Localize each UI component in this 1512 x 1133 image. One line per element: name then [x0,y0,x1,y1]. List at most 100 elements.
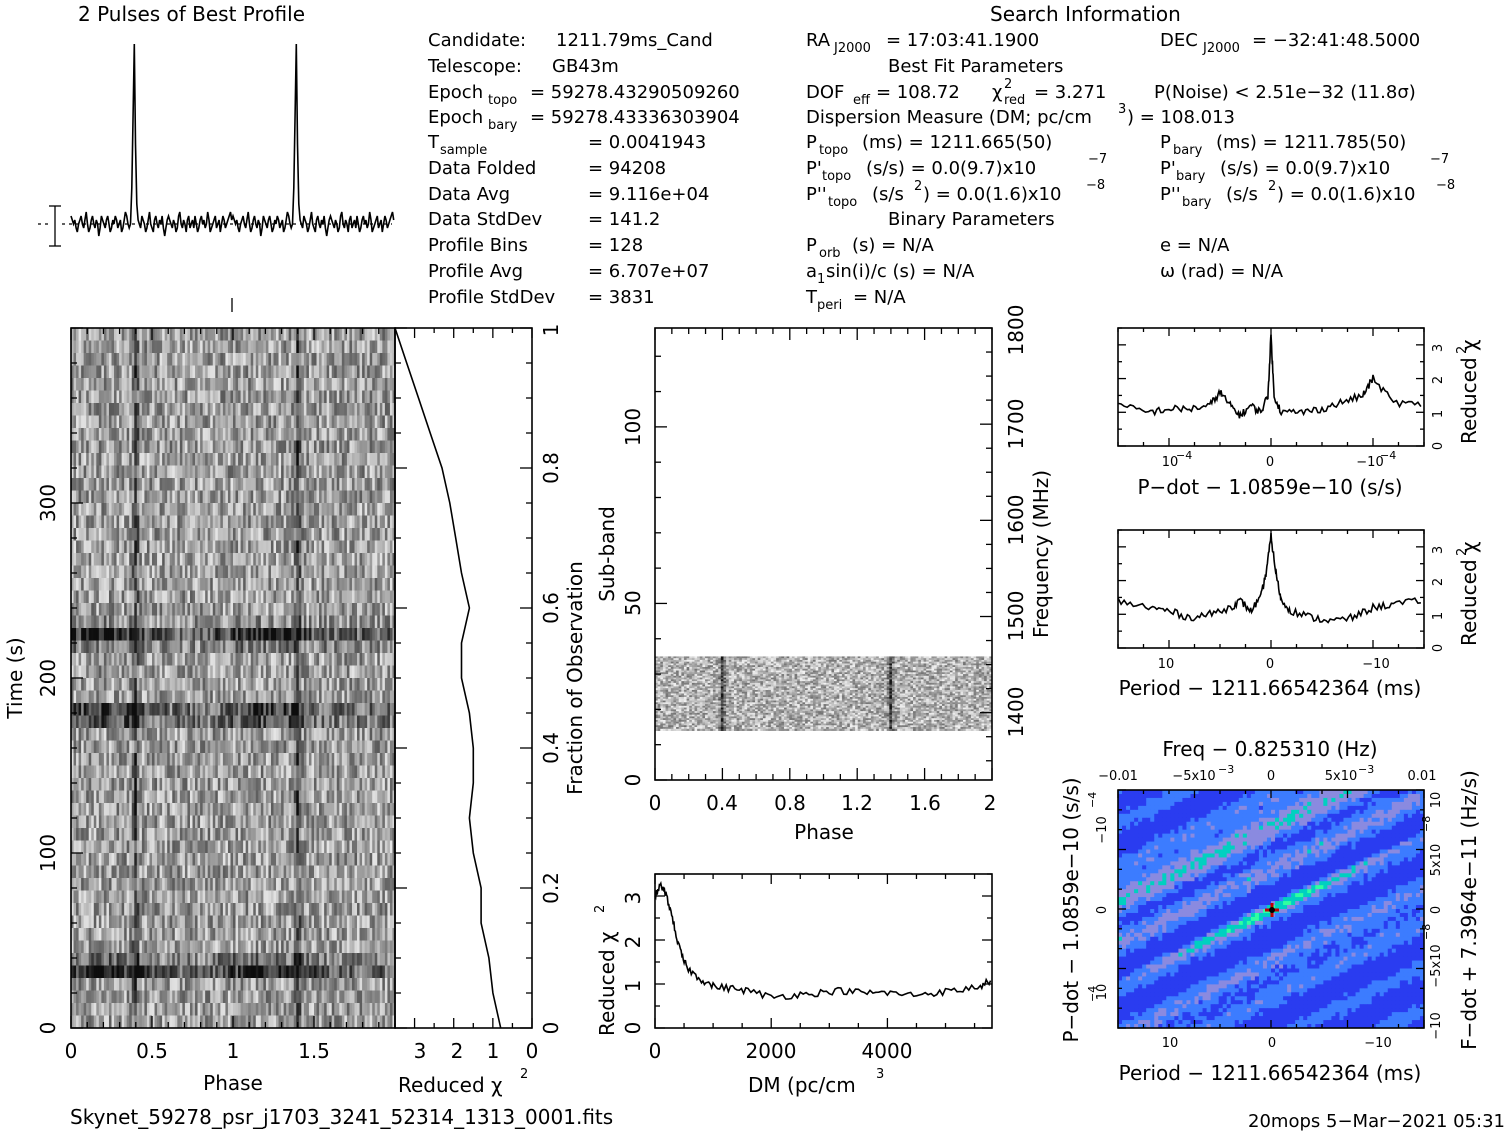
time-phase-cell [121,753,125,766]
time-phase-cell [346,640,350,654]
time-phase-cell [212,390,216,404]
time-phase-cell [164,665,168,679]
time-phase-cell [116,528,120,541]
time-phase-cell [114,503,117,516]
time-phase-cell [233,590,236,604]
time-phase-cell [255,453,259,466]
time-phase-cell [283,665,287,679]
time-phase-cell [114,465,117,479]
time-phase-cell [174,640,178,654]
time-phase-cell [334,340,338,354]
time-phase-cell [98,740,102,754]
time-phase-cell [351,565,355,579]
time-phase-cell [238,415,241,429]
time-phase-cell [131,665,135,679]
time-phase-cell [197,528,201,541]
time-phase-cell [321,778,325,791]
time-phase-cell [162,465,166,479]
time-phase-cell [88,528,92,541]
time-phase-cell [392,728,396,741]
time-phase-cell [248,365,252,379]
time-phase-cell [103,790,107,804]
time-phase-cell [384,753,388,766]
time-phase-cell [111,403,115,416]
time-phase-cell [346,740,350,754]
time-phase-cell [83,428,87,441]
time-phase-cell [71,428,74,441]
time-phase-cell [81,540,85,554]
time-phase-cell [387,365,391,379]
time-phase-cell [116,565,120,579]
time-phase-cell [106,728,110,741]
time-phase-cell [263,740,267,754]
time-phase-cell [139,640,143,654]
time-phase-cell [98,803,102,816]
time-phase-cell [357,665,360,679]
time-phase-cell [174,690,178,704]
time-phase-cell [308,365,312,379]
time-phase-cell [346,778,350,791]
time-phase-cell [189,340,193,354]
time-phase-cell [263,790,267,804]
time-phase-cell [71,765,74,779]
time-phase-cell [233,403,236,416]
time-phase-cell [326,640,330,654]
info-value: = 141.2 [588,209,660,230]
time-phase-cell [101,665,105,679]
time-phase-cell [159,653,163,666]
time-phase-cell [230,603,234,616]
time-phase-cell [103,653,107,666]
time-phase-cell [88,578,92,591]
time-phase-cell [245,740,249,754]
time-phase-cell [98,653,102,666]
time-phase-cell [149,728,153,741]
time-phase-cell [119,353,123,366]
time-phase-cell [174,490,178,504]
time-phase-cell [131,528,135,541]
time-phase-cell [265,428,269,441]
time-phase-cell [121,440,125,454]
time-phase-cell [326,653,330,666]
time-phase-cell [172,540,176,554]
time-phase-cell [334,615,338,629]
time-phase-cell [187,665,191,679]
time-phase-cell [200,490,204,504]
time-phase-cell [331,553,335,566]
time-phase-cell [374,353,378,366]
time-phase-cell [187,715,191,729]
time-phase-cell [341,528,345,541]
time-phase-cell [377,428,381,441]
time-phase-cell [260,478,264,491]
time-phase-cell [339,478,343,491]
time-phase-cell [157,453,160,466]
time-phase-cell [248,690,252,704]
time-phase-cell [220,703,224,716]
time-phase-cell [111,490,115,504]
time-phase-cell [296,540,300,554]
time-phase-cell [270,728,274,741]
time-phase-cell [159,590,163,604]
time-phase-cell [139,590,143,604]
time-phase-cell [152,528,155,541]
time-phase-cell [136,415,140,429]
time-phase-cell [136,503,140,516]
time-phase-cell [382,703,386,716]
time-phase-cell [111,603,115,616]
time-phase-cell [255,353,259,366]
time-phase-cell [207,603,211,616]
time-phase-cell [291,653,295,666]
time-phase-cell [146,390,150,404]
time-phase-cell [286,740,290,754]
time-phase-cell [362,390,366,404]
time-phase-cell [273,778,277,791]
time-phase-cell [182,403,186,416]
time-phase-cell [139,540,143,554]
time-phase-cell [73,540,77,554]
time-phase-cell [253,690,257,704]
time-phase-cell [149,403,153,416]
time-phase-cell [314,365,317,379]
time-phase-cell [146,703,150,716]
time-phase-cell [260,340,264,354]
time-phase-cell [114,603,117,616]
time-phase-cell [359,478,363,491]
